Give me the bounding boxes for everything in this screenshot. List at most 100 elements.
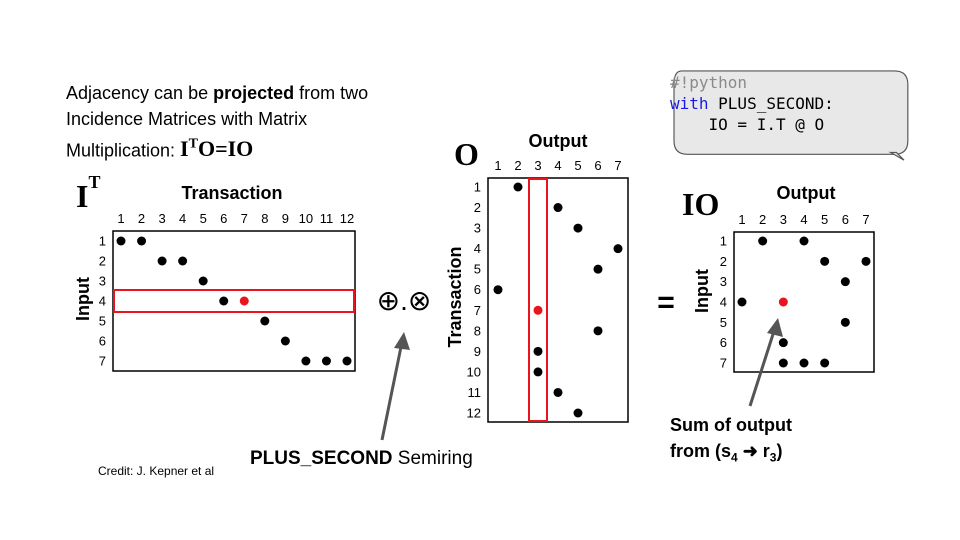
matrix-o-col-label: 5 (574, 158, 581, 173)
matrix-o-dot (593, 326, 603, 336)
matrix-it-dot (137, 236, 147, 246)
matrix-it-dot (178, 256, 188, 266)
equation: ITO=IO (180, 136, 253, 161)
sum-arrow (748, 318, 783, 407)
intro-bold-projected: projected (213, 83, 295, 103)
intro-line-1-a: Adjacency can be (66, 83, 214, 103)
matrix-it-dot (280, 336, 290, 346)
intro-line-3: Multiplication: ITO=IO (66, 132, 426, 163)
credit-text: Credit: J. Kepner et al (98, 464, 215, 478)
matrix-io-dot (778, 338, 788, 348)
intro-line-1-b: from two (294, 83, 369, 103)
matrix-o-name: O (454, 136, 479, 172)
sum-caption-line-1: Sum of output (670, 415, 792, 435)
matrix-io-dot (737, 297, 747, 307)
matrix-it-dot (219, 296, 229, 306)
semiring-caption: PLUS_SECOND Semiring (250, 448, 473, 470)
matrix-o-row-label: 5 (474, 262, 481, 277)
intro-line-1: Adjacency can be projected from two (66, 80, 426, 106)
matrix-o-row-title: Transaction (445, 246, 465, 347)
matrix-io-dot (778, 297, 788, 307)
matrix-io-col-title: Output (777, 183, 836, 203)
matrix-io-dot (799, 236, 809, 246)
matrix-it-dot (157, 256, 167, 266)
semiring-arrow (380, 332, 410, 441)
code-block: #!python with PLUS_SECOND: IO = I.T @ O (670, 72, 834, 135)
matrix-it-col-label: 6 (220, 211, 227, 226)
matrix-io-frame (733, 231, 875, 373)
matrix-it-name-main: I (76, 178, 89, 214)
sum-caption-arrow: ➜ r (737, 441, 770, 461)
eq-rest: O=IO (197, 136, 254, 162)
matrix-it-dot (321, 356, 331, 366)
matrix-o-dot (573, 223, 583, 233)
matrix-o-row-label: 3 (474, 221, 481, 236)
matrix-it-row-highlight (113, 289, 355, 313)
matrix-io-row-label: 1 (720, 234, 727, 249)
matrix-io-col-label: 2 (759, 212, 766, 227)
matrix-o-row-label: 12 (467, 406, 481, 421)
matrix-it-col-label: 5 (200, 211, 207, 226)
sum-caption-close: ) (776, 441, 783, 461)
matrix-o-dot (553, 387, 563, 397)
matrix-io-row-label: 3 (720, 274, 727, 289)
matrix-o-col-label: 6 (594, 158, 601, 173)
matrix-io-col-label: 7 (862, 212, 869, 227)
matrix-io-col-label: 5 (821, 212, 828, 227)
matrix-it-col-label: 1 (117, 211, 124, 226)
code-line-3: IO = I.T @ O (670, 115, 825, 134)
matrix-io-col-label: 3 (780, 212, 787, 227)
matrix-o-row-label: 4 (474, 241, 481, 256)
matrix-o-col-label: 2 (514, 158, 521, 173)
matrix-o-col-label: 7 (614, 158, 621, 173)
matrix-o-dot (493, 285, 503, 295)
matrix-o-col-label: 3 (534, 158, 541, 173)
matrix-o-frame (487, 177, 629, 423)
matrix-io-row-label: 5 (720, 315, 727, 330)
matrix-o-dot (533, 305, 543, 315)
matrix-io-dot (840, 277, 850, 287)
matrix-it-row-label: 5 (99, 314, 106, 329)
matrix-o-row-label: 1 (474, 180, 481, 195)
code-bubble (673, 70, 909, 161)
matrix-io-dot (799, 358, 809, 368)
matrix-it-row-title: Input (73, 277, 93, 321)
matrix-io-col-label: 6 (842, 212, 849, 227)
matrix-io-dot (820, 256, 830, 266)
matrix-o-row-label: 6 (474, 282, 481, 297)
matrix-o-dot (533, 346, 543, 356)
matrix-io-row-label: 7 (720, 356, 727, 371)
matrix-it-row-label: 3 (99, 274, 106, 289)
matrix-o-row-label: 11 (468, 385, 482, 400)
matrix-it-name: IT (76, 172, 100, 215)
matrix-it-col-label: 4 (179, 211, 186, 226)
intro-line-2: Incidence Matrices with Matrix (66, 109, 308, 129)
matrix-o-row-label: 10 (467, 364, 481, 379)
matrix-it-frame (112, 230, 356, 372)
matrix-o-dot (533, 367, 543, 377)
matrix-io-row-label: 6 (720, 335, 727, 350)
matrix-it-col-label: 10 (299, 211, 313, 226)
matrix-it-col-label: 9 (282, 211, 289, 226)
matrix-it-row-label: 6 (99, 334, 106, 349)
matrix-it-row-label: 2 (99, 254, 106, 269)
intro-text: Adjacency can be projected from two Inci… (66, 80, 426, 163)
code-keyword-with: with (670, 94, 709, 113)
matrix-io-col-label: 1 (738, 212, 745, 227)
matrix-it-row-label: 7 (99, 354, 106, 369)
matrix-o-dot (593, 264, 603, 274)
matrix-io-dot (820, 358, 830, 368)
matrix-it-col-label: 3 (158, 211, 165, 226)
matrix-io-row-title: Input (692, 269, 712, 313)
matrix-o-dot (613, 244, 623, 254)
matrix-o-row-label: 9 (474, 344, 481, 359)
matrix-o: Output Transaction 1 2 3 4 5 6 712345678910111… (445, 131, 629, 423)
matrix-io-name: IO (682, 186, 720, 222)
matrix-it-name-sup: T (88, 172, 101, 192)
matrix-o-dot (553, 203, 563, 213)
intro-line-3-text: Multiplication: (66, 140, 181, 161)
eq-t: T (188, 137, 198, 152)
